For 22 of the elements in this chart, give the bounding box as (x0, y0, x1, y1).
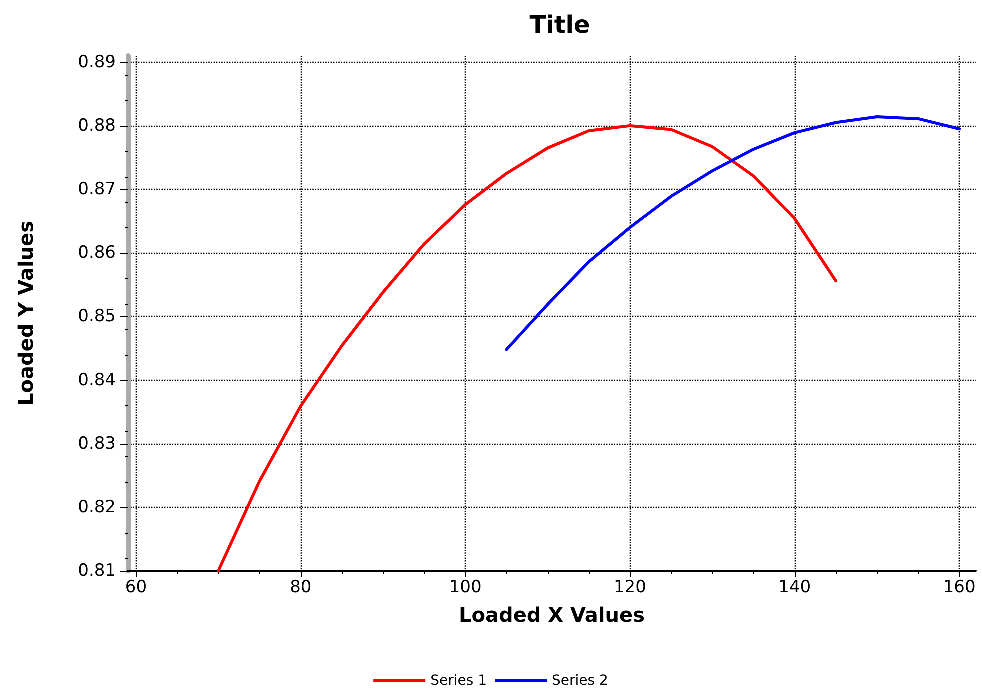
x-tick-label: 140 (778, 578, 812, 598)
line-series (217, 124, 838, 572)
y-tick-label: 0.87 (78, 180, 116, 200)
legend-label: Series 2 (552, 673, 608, 689)
y-tick-label: 0.81 (78, 561, 116, 581)
y-tick-label: 0.84 (78, 370, 116, 390)
x-tick-label: 120 (614, 578, 646, 598)
x-tick-label: 160 (943, 578, 976, 598)
chart-title: Title (530, 11, 590, 39)
y-axis-title: Loaded Y Values (14, 220, 38, 406)
y-tick-label: 0.86 (78, 243, 116, 264)
legend-label: Series 1 (430, 673, 488, 689)
x-tick-label: 60 (125, 578, 148, 598)
x-tick-label: 80 (290, 578, 312, 598)
x-axis-title: Loaded X Values (459, 603, 645, 627)
x-tick-label: 100 (449, 578, 482, 598)
line-series (505, 116, 962, 352)
y-tick-label: 0.89 (78, 52, 116, 72)
y-tick-label: 0.88 (78, 116, 116, 136)
y-tick-label: 0.83 (78, 434, 116, 454)
y-tick-label: 0.82 (78, 497, 116, 518)
y-tick-label: 0.85 (78, 306, 116, 327)
